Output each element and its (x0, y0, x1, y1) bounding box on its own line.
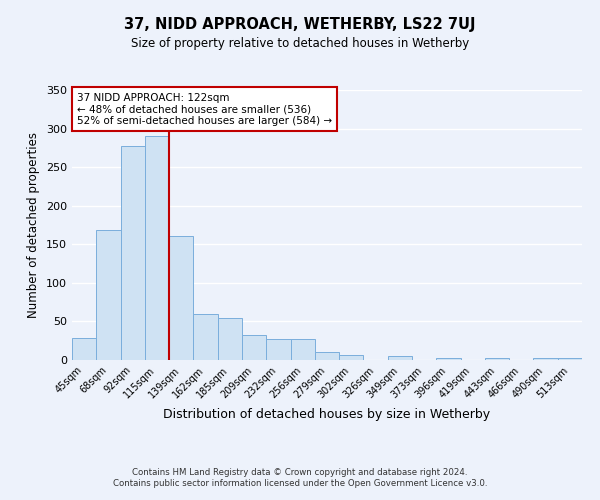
Bar (436, 358, 461, 360)
Bar (145, 136, 169, 360)
Bar (388, 356, 412, 360)
Bar (315, 352, 339, 360)
Text: 37 NIDD APPROACH: 122sqm
← 48% of detached houses are smaller (536)
52% of semi-: 37 NIDD APPROACH: 122sqm ← 48% of detach… (77, 92, 332, 126)
Bar (266, 339, 290, 360)
Y-axis label: Number of detached properties: Number of detached properties (28, 132, 40, 318)
Bar (72, 338, 96, 360)
Text: Contains HM Land Registry data © Crown copyright and database right 2024.
Contai: Contains HM Land Registry data © Crown c… (113, 468, 487, 487)
Bar (533, 358, 558, 360)
Bar (558, 358, 582, 360)
Bar (193, 314, 218, 360)
Bar (96, 230, 121, 360)
X-axis label: Distribution of detached houses by size in Wetherby: Distribution of detached houses by size … (163, 408, 491, 421)
Text: Size of property relative to detached houses in Wetherby: Size of property relative to detached ho… (131, 38, 469, 51)
Bar (218, 318, 242, 360)
Bar (121, 146, 145, 360)
Bar (339, 356, 364, 360)
Bar (485, 358, 509, 360)
Bar (242, 334, 266, 360)
Text: 37, NIDD APPROACH, WETHERBY, LS22 7UJ: 37, NIDD APPROACH, WETHERBY, LS22 7UJ (124, 18, 476, 32)
Bar (169, 236, 193, 360)
Bar (290, 339, 315, 360)
